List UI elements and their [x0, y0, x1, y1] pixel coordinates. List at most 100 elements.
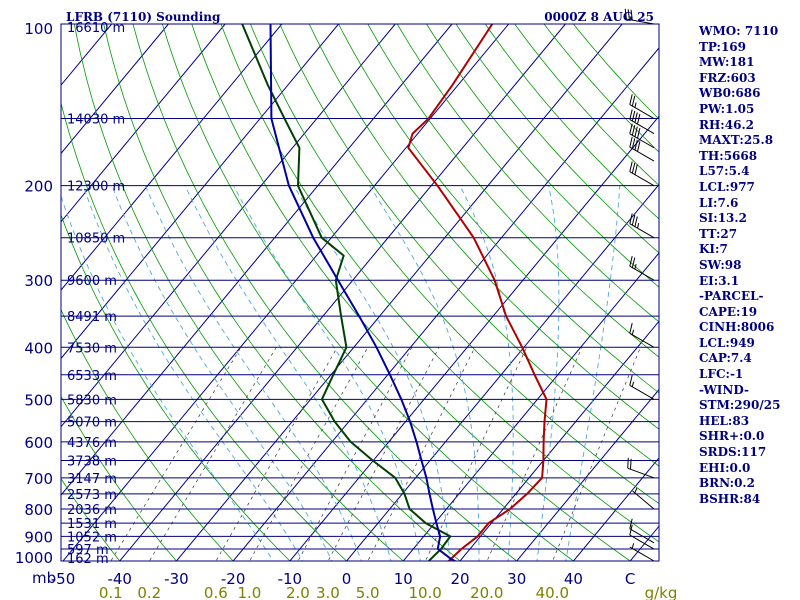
index-item: SW:98	[699, 257, 742, 272]
dewpoint-profile	[241, 24, 452, 561]
background-grid	[0, 24, 659, 572]
index-item: FRZ:603	[699, 70, 756, 85]
isotherm-line	[232, 47, 659, 561]
wind-barb-shaft	[629, 133, 655, 149]
wind-barb-flag	[627, 457, 629, 469]
temperature-tick-label: 20	[450, 570, 469, 588]
dry-adiabat-line	[484, 24, 659, 220]
temperature-tick-label: -10	[278, 570, 303, 588]
mixing-ratio-line	[327, 347, 440, 561]
index-item: BRN:0.2	[699, 476, 755, 491]
height-label: 4376 m	[67, 436, 117, 451]
temperature-tick-label: -30	[164, 570, 189, 588]
wind-barb-shaft	[629, 332, 655, 348]
index-item: L57:5.4	[699, 164, 750, 179]
mixing-ratio-line	[148, 347, 277, 561]
dry-adiabat-line	[250, 24, 659, 505]
dry-adiabat-line	[514, 24, 659, 186]
isotherm-line	[402, 252, 659, 561]
pressure-tick-label: 600	[24, 434, 53, 452]
wind-barb-flag	[634, 112, 638, 123]
pressure-tick-label: 900	[24, 528, 53, 546]
index-item: LCL:949	[699, 335, 755, 350]
index-item: SHR+:0.0	[699, 429, 765, 444]
index-item: KI:7	[699, 242, 728, 257]
dry-adiabat-line	[162, 24, 574, 561]
wind-barb	[629, 109, 655, 135]
wind-barb-flag	[629, 123, 633, 134]
station-title: LFRB (7110) Sounding	[66, 10, 221, 24]
mixing-ratio-line	[215, 347, 338, 561]
isotherm-line	[61, 24, 339, 360]
wind-barb	[629, 161, 655, 187]
wind-barb-shaft	[629, 546, 655, 562]
dry-adiabat-line	[543, 24, 659, 153]
index-item: HEL:83	[699, 413, 750, 428]
isotherm-line	[61, 24, 396, 428]
temperature-tick-label: -20	[221, 570, 246, 588]
mixing-ratio-line	[110, 347, 242, 561]
height-label: 10850 m	[67, 232, 125, 247]
wind-barb-flag	[631, 214, 636, 226]
pressure-axis-label: mb	[32, 569, 56, 587]
wind-barb	[629, 518, 655, 544]
mixing-ratio-tick-label: 20.0	[470, 584, 503, 600]
wind-barb-flag	[629, 213, 633, 224]
wind-barb	[629, 213, 655, 239]
indices-panel: WMO: 7110 TP:169 MW:181 FRZ:603 WB0:686 PW:1.…	[699, 24, 799, 507]
index-item: BSHR:84	[699, 491, 761, 506]
pressure-tick-label: 700	[24, 470, 53, 488]
height-label: 1531 m	[67, 517, 117, 532]
wind-barb	[629, 375, 655, 400]
isotherm-line	[0, 24, 55, 572]
pressure-tick-label: 400	[24, 339, 53, 357]
moist-adiabat-line	[369, 185, 480, 561]
mixing-ratio-tick-label: 0.1	[99, 584, 123, 600]
height-label: 3738 m	[67, 455, 117, 470]
wind-barb-half-flag	[634, 487, 638, 494]
wind-barb	[629, 255, 655, 281]
height-label: 5070 m	[67, 416, 117, 431]
index-item: RH:46.2	[699, 117, 754, 132]
wind-barb-flag	[630, 458, 632, 470]
wind-barb-shaft	[629, 171, 655, 187]
isotherm-line	[516, 388, 659, 561]
index-item: LI:7.6	[699, 195, 739, 210]
index-item: PW:1.05	[699, 101, 755, 116]
index-item: SRDS:117	[699, 445, 767, 460]
wind-barb	[629, 322, 655, 348]
pressure-tick-label: 300	[24, 272, 53, 290]
height-label: 1052 m	[67, 530, 117, 545]
profiles	[241, 24, 548, 561]
moist-adiabat-line	[184, 185, 392, 561]
height-label: 16610 m	[67, 21, 125, 36]
wind-barb	[629, 543, 655, 562]
height-label: 162 m	[67, 552, 109, 567]
isotherm-line	[61, 24, 226, 223]
mixing-ratio-tick-label: 0.6	[204, 584, 228, 600]
isotherm-line	[61, 24, 453, 496]
mixing-ratio-unit-label: g/kg	[645, 584, 678, 600]
plot-frame	[60, 23, 660, 562]
pressure-tick-label: 100	[24, 20, 53, 38]
wind-barb-shaft	[629, 528, 655, 544]
mixing-ratio-tick-label: 40.0	[536, 584, 569, 600]
index-item: EI:3.1	[699, 273, 740, 288]
wind-barb	[629, 94, 655, 119]
dry-adiabat-line	[279, 24, 659, 467]
wind-barb-flag	[631, 110, 636, 122]
pressure-tick-label: 1000	[15, 549, 53, 567]
temperature-tick-label: 40	[564, 570, 583, 588]
index-item: MW:181	[699, 55, 755, 70]
wind-barb-shaft	[629, 265, 655, 281]
index-item: -WIND-	[699, 382, 749, 397]
index-item: SI:13.2	[699, 211, 747, 226]
wind-barb-flag	[629, 322, 633, 334]
mixing-ratio-line	[486, 347, 583, 561]
temperature-tick-label: 0	[342, 570, 352, 588]
height-label: 14030 m	[67, 113, 125, 128]
dry-adiabat-line	[61, 395, 177, 561]
wind-barb-half-flag	[637, 222, 640, 229]
wind-barb-flag	[630, 9, 633, 21]
